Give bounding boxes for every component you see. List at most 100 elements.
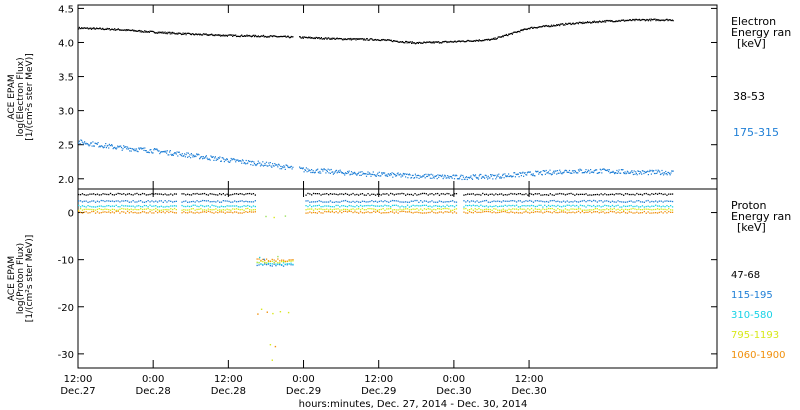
data-point [463, 41, 465, 43]
data-point [311, 212, 313, 214]
data-point [83, 211, 85, 213]
data-point [474, 194, 476, 196]
data-point [175, 209, 177, 211]
data-point [380, 39, 382, 42]
data-point [579, 200, 582, 203]
data-point [390, 200, 392, 202]
data-point [153, 31, 155, 33]
data-point [627, 20, 629, 22]
data-point [98, 146, 100, 148]
data-point [482, 175, 484, 178]
data-point [219, 156, 221, 158]
data-point [354, 206, 356, 208]
data-point [521, 201, 523, 203]
data-point [329, 38, 331, 40]
data-point [412, 208, 414, 210]
data-point [624, 171, 626, 173]
data-point [344, 174, 346, 176]
data-point [586, 22, 588, 24]
data-point [617, 211, 619, 213]
data-point [79, 208, 82, 210]
data-point [546, 25, 548, 27]
data-point [655, 212, 657, 214]
data-point [365, 175, 368, 177]
data-point [384, 200, 386, 202]
data-point [205, 193, 208, 196]
data-point [453, 40, 456, 42]
data-point [664, 206, 666, 208]
data-point [458, 40, 460, 42]
data-point [187, 212, 189, 214]
data-point [410, 41, 412, 43]
data-point [645, 212, 647, 214]
data-point [393, 212, 395, 214]
data-point [299, 36, 301, 38]
data-point [353, 38, 355, 40]
data-point [367, 201, 369, 203]
data-point [384, 39, 386, 41]
series-1060-1900 [78, 210, 674, 262]
data-point [224, 209, 226, 211]
data-point [278, 36, 280, 38]
data-point [338, 170, 340, 172]
data-point [369, 200, 371, 203]
data-point [273, 263, 275, 265]
data-point [211, 209, 213, 211]
data-point [194, 155, 196, 157]
data-point [593, 204, 595, 207]
data-point [155, 32, 157, 34]
data-point [630, 211, 632, 213]
data-point [177, 33, 179, 35]
data-point [546, 194, 548, 196]
data-point [621, 201, 623, 203]
data-point [666, 209, 668, 211]
data-point [304, 36, 306, 38]
data-point [574, 170, 576, 172]
data-point [552, 172, 554, 174]
data-point [101, 28, 103, 30]
data-point [435, 41, 437, 43]
data-point [94, 209, 97, 211]
data-point [451, 177, 453, 179]
data-point [566, 193, 568, 195]
data-point [198, 33, 200, 35]
data-point [514, 172, 516, 174]
data-point [624, 212, 627, 214]
data-point [577, 210, 580, 212]
data-point [203, 211, 206, 213]
data-point [336, 172, 338, 174]
data-point [654, 18, 656, 20]
data-point [538, 173, 540, 175]
data-point [465, 41, 467, 43]
data-point [530, 211, 533, 213]
data-point [320, 212, 322, 214]
data-point [585, 22, 587, 24]
data-point [119, 208, 121, 210]
data-point [495, 178, 497, 180]
data-point [172, 201, 174, 203]
data-point [664, 193, 666, 195]
data-point [425, 208, 427, 211]
data-point [96, 143, 98, 145]
data-point [538, 208, 540, 210]
data-point [226, 208, 228, 210]
data-point [244, 163, 247, 165]
data-point [200, 34, 202, 36]
data-point [489, 211, 491, 213]
data-point [491, 209, 493, 211]
data-point [378, 39, 380, 41]
data-point [241, 208, 243, 211]
data-point [347, 38, 349, 40]
data-point [401, 192, 403, 195]
data-point [468, 211, 471, 213]
data-point [318, 211, 320, 213]
data-point [175, 205, 177, 207]
data-point [396, 40, 398, 42]
data-point [653, 201, 655, 203]
data-point [285, 36, 287, 38]
data-point [555, 193, 557, 195]
data-point [407, 177, 409, 179]
data-point [307, 168, 309, 170]
data-point [121, 211, 123, 213]
data-point [381, 39, 383, 41]
